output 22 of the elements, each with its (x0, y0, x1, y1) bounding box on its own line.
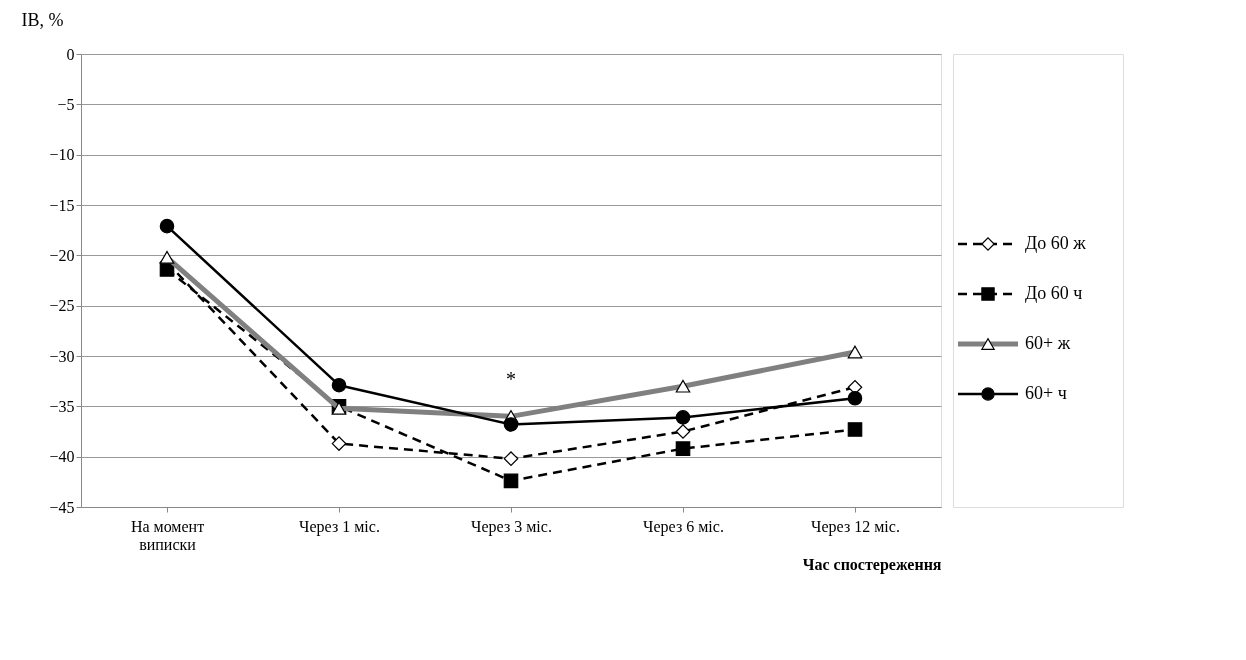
y-tick-label: −30 (49, 347, 75, 365)
x-tick-label: Через 6 міс. (643, 517, 724, 536)
y-tick-label: −15 (49, 196, 75, 214)
legend-label: 60+ ж (1025, 333, 1071, 353)
x-axis-title: Час спостереження (802, 555, 942, 574)
y-tick-label: −45 (49, 498, 75, 516)
y-tick-label: −40 (49, 448, 75, 466)
legend-label: До 60 ч (1025, 283, 1083, 303)
legend-label: 60+ ч (1025, 383, 1067, 403)
x-tick-label: Через 3 міс. (471, 517, 552, 536)
y-tick-label: −20 (49, 246, 75, 264)
x-tick-label: Через 12 міс. (811, 517, 900, 536)
y-axis-title: ІВ, % (21, 9, 64, 30)
y-tick-label: −25 (49, 297, 75, 315)
x-tick-label: Через 1 міс. (299, 517, 380, 536)
annotation: * (506, 368, 516, 391)
y-tick-label: −10 (49, 146, 75, 164)
x-tick-label: На момент виписки (130, 517, 205, 553)
y-tick-label: −35 (49, 397, 75, 415)
y-tick-label: −5 (57, 95, 75, 113)
y-tick-label: 0 (66, 45, 75, 63)
legend-label: До 60 ж (1025, 233, 1087, 253)
